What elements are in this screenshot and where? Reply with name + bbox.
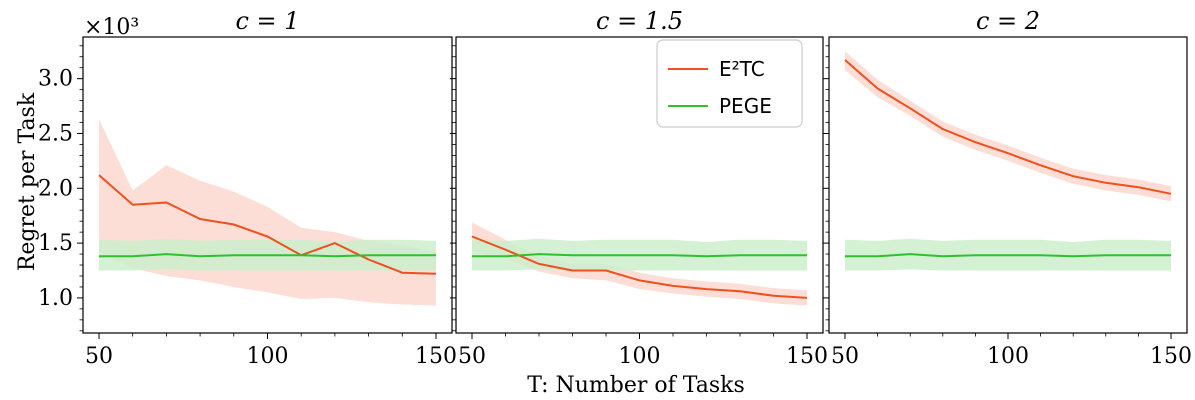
- panel-3: 50 100 150 c = 2: [823, 7, 1192, 369]
- y-tick-label: 1.5: [38, 231, 73, 256]
- x-tick-label: 50: [458, 344, 486, 369]
- y-tick-label: 1.0: [38, 286, 73, 311]
- x-tick-label: 50: [831, 344, 859, 369]
- chart-panels: 50 100 150 1.0 1.5 2.0 2.5 3.0 c = 1 50 100 150 c = …: [38, 7, 1192, 369]
- y-axis-label: Regret per Task: [15, 92, 40, 271]
- series-line-e2tc: [471, 235, 808, 299]
- x-axis-label: T: Number of Tasks: [527, 373, 745, 398]
- series-line-pege: [99, 253, 436, 258]
- panel-title: c = 1.5: [596, 7, 683, 35]
- y-tick-label: 2.5: [38, 121, 73, 146]
- y-tick-label: 3.0: [38, 67, 73, 92]
- panel-2: 50 100 150 c = 1.5: [450, 7, 828, 369]
- legend-label-pege: PEGE: [719, 94, 772, 118]
- y-tick-label: 2.0: [38, 176, 73, 201]
- x-tick-label: 150: [1150, 344, 1192, 369]
- panel-data-layer: [98, 119, 437, 306]
- x-tick-label: 100: [619, 344, 661, 369]
- series-line-e2tc: [98, 174, 437, 275]
- y-multiplier-label: ×10³: [84, 15, 139, 40]
- panel-title: c = 2: [976, 7, 1040, 35]
- confidence-band-e2tc: [472, 222, 807, 306]
- panel-data-layer: [471, 222, 808, 306]
- panel-title: c = 1: [235, 7, 299, 35]
- x-tick-label: 150: [415, 344, 457, 369]
- x-tick-label: 50: [85, 344, 113, 369]
- x-tick-label: 100: [987, 344, 1029, 369]
- confidence-band-e2tc: [99, 119, 436, 306]
- series-line-pege: [472, 253, 807, 258]
- legend-label-e2tc: E²TC: [719, 57, 765, 81]
- series-line-e2tc: [844, 59, 1172, 195]
- series-line-pege: [845, 253, 1171, 258]
- x-tick-label: 100: [247, 344, 289, 369]
- panel-1: 50 100 150 1.0 1.5 2.0 2.5 3.0 c = 1: [38, 7, 457, 369]
- x-tick-label: 150: [786, 344, 828, 369]
- confidence-band-e2tc: [845, 51, 1171, 202]
- panel-data-layer: [844, 51, 1172, 271]
- legend: E²TC PEGE: [656, 39, 803, 128]
